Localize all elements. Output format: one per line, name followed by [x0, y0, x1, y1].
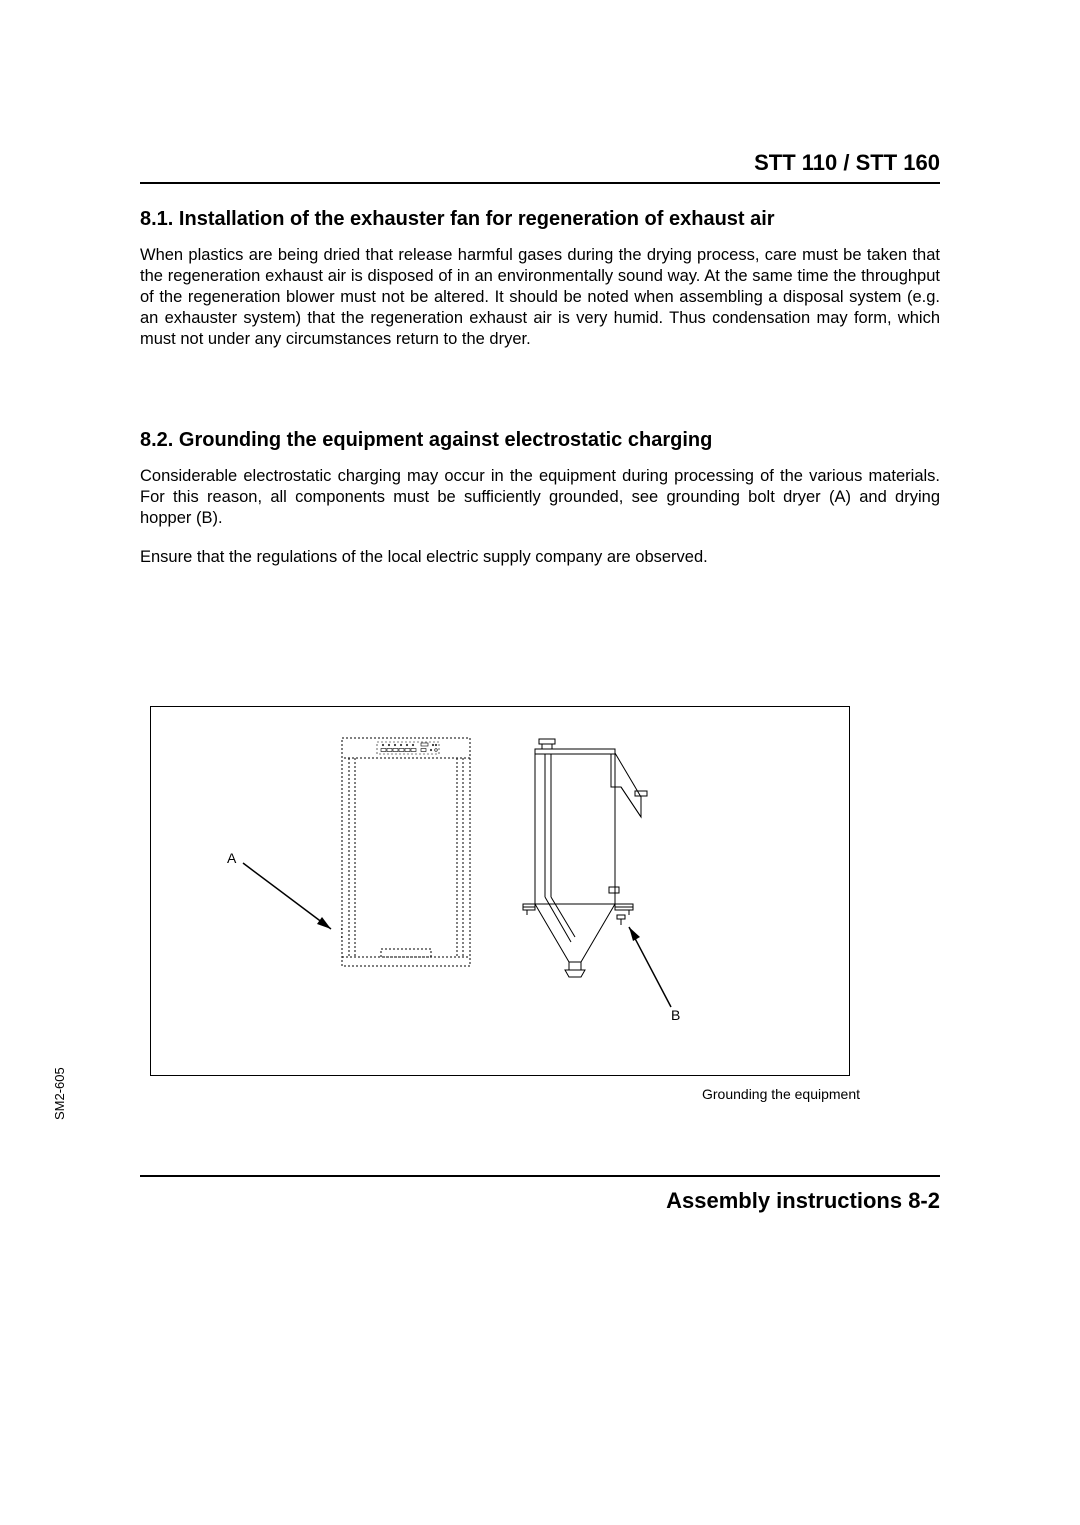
figure-caption: Grounding the equipment [150, 1086, 860, 1102]
section-8-2-heading: 8.2. Grounding the equipment against ele… [140, 429, 940, 452]
dryer-cabinet-diagram [341, 737, 471, 967]
footer-title: Assembly instructions 8-2 [140, 1188, 940, 1214]
footer-rule [140, 1175, 940, 1177]
callout-b-arrow [621, 919, 676, 1014]
side-document-code: SM2-605 [52, 1067, 67, 1120]
callout-a-arrow [239, 859, 344, 939]
section-8-2-body-2: Ensure that the regulations of the local… [140, 547, 940, 568]
section-8-2-body-1: Considerable electrostatic charging may … [140, 466, 940, 529]
section-8-1-body: When plastics are being dried that relea… [140, 245, 940, 351]
grounding-figure-frame: A [150, 706, 850, 1076]
page-header-model: STT 110 / STT 160 [140, 150, 940, 182]
header-rule [140, 182, 940, 184]
section-8-1-heading: 8.1. Installation of the exhauster fan f… [140, 208, 940, 231]
callout-a-label: A [227, 850, 236, 866]
